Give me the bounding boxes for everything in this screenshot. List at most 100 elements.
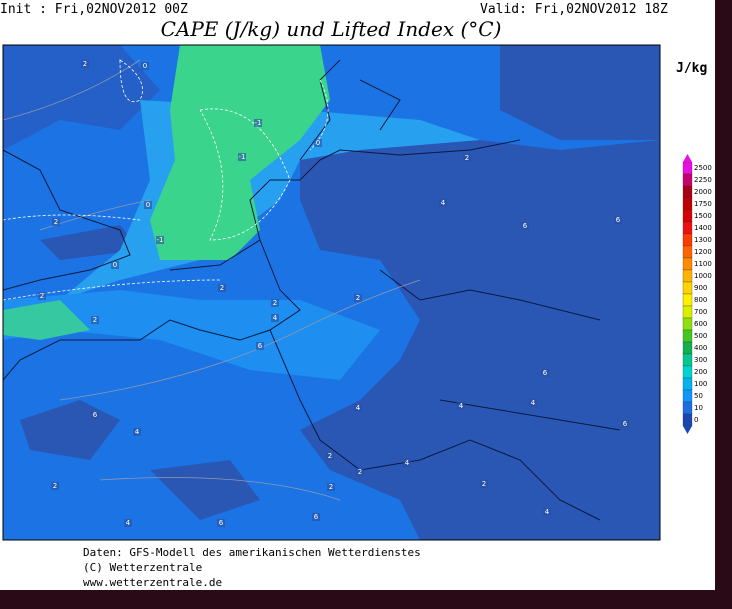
contour-label-box [238,153,246,161]
contour-label: 2 [329,483,333,491]
contour-label: 2 [220,284,224,292]
contour-label: 2 [328,452,332,460]
colorbar-swatch [682,221,693,235]
contour-label-box [52,218,60,226]
init-time: Init : Fri,02NOV2012 00Z [0,2,188,17]
colorbar-swatch [682,197,693,211]
colorbar-swatch [682,185,693,199]
field-dark [500,45,660,140]
contour-label: -1 [239,153,246,161]
title: CAPE (J/kg) und Lifted Index (°C) [161,17,502,41]
colorbar-label: 1750 [694,200,712,208]
colorbar-swatch [682,389,693,403]
colorbar-label: 1500 [694,212,712,220]
contour-label: 4 [405,459,410,467]
contour-label: 2 [273,299,277,307]
contour-label: 0 [113,261,117,269]
contour-label-box [356,468,364,476]
field-dark [3,45,160,150]
field-green [3,300,90,340]
contour-label-box [521,222,529,230]
colorbar-label: 600 [694,320,707,328]
contour-label-box [312,513,320,521]
contour-label-box [256,342,264,350]
contour-labels: 0 2 -1 -1 -1 0 0 2 0 2 2 2 2 4 6 2 4 6 6 2 6 4 4 6 6 4 4 2 2 4 2 2 2 4 6 6 4 [38,60,629,527]
contour-label-box [541,369,549,377]
contour-label: 4 [531,399,536,407]
contour-label-box [529,399,537,407]
contour-label: 2 [53,482,57,490]
footer-source: Daten: GFS-Modell des amerikanischen Wet… [83,546,421,559]
colorbar-swatch [682,317,693,331]
colorbar-cap [683,426,692,434]
colorbar-label: 0 [694,416,698,424]
contour-label: 6 [314,513,319,521]
colorbar-swatch [682,329,693,343]
colorbar-cap [683,154,692,162]
contour-label-box [354,294,362,302]
colorbar: 2500225020001750150014001300120011001000… [682,154,712,434]
contour-label-box [217,519,225,527]
colorbar-label: 2250 [694,176,712,184]
contour-label: 4 [459,402,464,410]
contour-label: 6 [523,222,528,230]
colorbar-swatch [682,293,693,307]
colorbar-swatch [682,161,693,175]
colorbar-swatch [682,257,693,271]
contour-label-box [271,314,279,322]
colorbar-label: 50 [694,392,703,400]
contour-label: 2 [482,480,486,488]
contour-label-box [327,483,335,491]
contour-label-box [543,508,551,516]
contour-label: 2 [356,294,360,302]
contour-label-box [457,402,465,410]
field-dark [20,225,260,520]
footer-url: www.wetterzentrale.de [83,576,222,589]
contour-label-box [124,519,132,527]
colorbar-swatch [682,377,693,391]
colorbar-label: 100 [694,380,707,388]
colorbar-label: 10 [694,404,703,412]
contour-label-box [271,299,279,307]
colorbar-label: 900 [694,284,707,292]
field-green [150,45,330,260]
contour-label: 6 [93,411,98,419]
contour-label-box [133,428,141,436]
contour-label: 2 [358,468,362,476]
contour-label-box [463,154,471,162]
contour-label: 2 [83,60,87,68]
lifted-index-isolines [3,59,329,301]
contour-label: 2 [40,292,44,300]
colorbar-swatch [682,233,693,247]
contour-label: 6 [623,420,628,428]
contour-label: 6 [616,216,621,224]
colorbar-swatch [682,365,693,379]
contour-label-box [111,261,119,269]
contour-label-box [403,459,411,467]
contour-label-box [314,139,322,147]
colorbar-label: 700 [694,308,707,316]
unit: J/kg [676,61,707,76]
contour-label: 2 [465,154,469,162]
colorbar-swatch [682,401,693,415]
contour-label: 0 [316,139,320,147]
colorbar-swatch [682,245,693,259]
map: 0 2 -1 -1 -1 0 0 2 0 2 2 2 2 4 6 2 4 6 6 2 6 4 4 6 6 4 4 2 2 4 2 2 2 4 6 6 4 [3,45,660,540]
contour-label: 0 [143,62,147,70]
colorbar-label: 300 [694,356,707,364]
colorbar-label: 1200 [694,248,712,256]
contour-label: 4 [273,314,278,322]
contour-label-box [254,119,262,127]
contour-label-box [141,62,149,70]
contour-label-box [621,420,629,428]
contour-label-box [51,482,59,490]
colorbar-swatch [682,305,693,319]
contour-label-box [156,236,164,244]
footer-copyright: (C) Wetterzentrale [83,561,202,574]
contour-label-box [91,316,99,324]
map-border [2,44,661,541]
colorbar-label: 500 [694,332,707,340]
contour-label: 2 [54,218,58,226]
